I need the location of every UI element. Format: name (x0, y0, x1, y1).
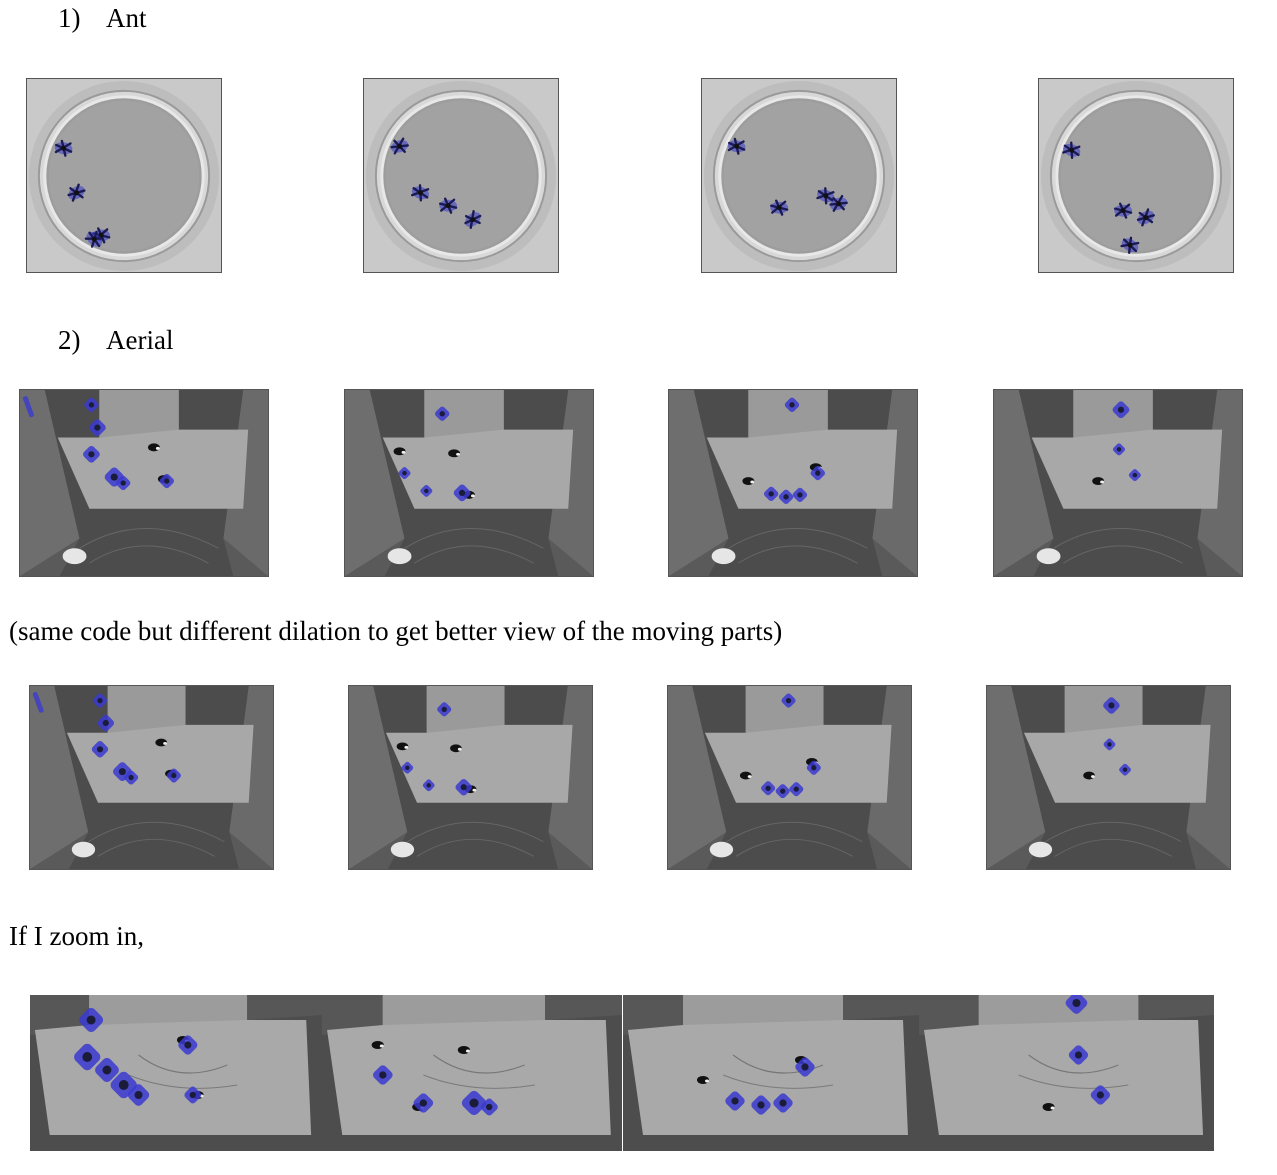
aerial-frame-1 (19, 389, 269, 577)
aerial-scene-image (30, 686, 273, 869)
ant-frame-3 (701, 78, 897, 273)
petri-dish-image (1039, 79, 1233, 272)
aerial-dilated-frame-3 (667, 685, 912, 870)
aerial-dilated-frame-4 (986, 685, 1231, 870)
section-2-title: Aerial (106, 325, 174, 355)
zoomed-frame-4 (919, 995, 1214, 1151)
aerial-frame-2 (344, 389, 594, 577)
zoomed-frame-1 (30, 995, 322, 1151)
ant-frame-4 (1038, 78, 1234, 273)
section-2-number: 2) (58, 325, 81, 355)
aerial-scene-image (349, 686, 592, 869)
zoom-note: If I zoom in, (9, 921, 144, 951)
aerial-frame-4 (993, 389, 1243, 577)
petri-dish-image (702, 79, 896, 272)
section-2-heading: 2) Aerial (58, 324, 173, 356)
zoomed-scene-image (623, 995, 919, 1151)
zoomed-scene-image (919, 995, 1214, 1151)
aerial-scene-image (20, 390, 268, 576)
zoomed-frame-3 (623, 995, 919, 1151)
aerial-scene-image (669, 390, 917, 576)
zoomed-scene-image (30, 995, 322, 1151)
petri-dish-image (364, 79, 558, 272)
section-1-heading: 1) Ant (58, 2, 147, 34)
petri-dish-image (27, 79, 221, 272)
aerial-scene-image (994, 390, 1242, 576)
aerial-dilated-frame-1 (29, 685, 274, 870)
aerial-frame-3 (668, 389, 918, 577)
ant-frame-1 (26, 78, 222, 273)
dilation-note: (same code but different dilation to get… (9, 616, 783, 646)
aerial-scene-image (987, 686, 1230, 869)
aerial-scene-image (345, 390, 593, 576)
aerial-scene-image (668, 686, 911, 869)
zoomed-frame-2 (322, 995, 622, 1151)
ant-frame-2 (363, 78, 559, 273)
section-1-title: Ant (106, 3, 147, 33)
section-1-number: 1) (58, 3, 81, 33)
zoomed-scene-image (322, 995, 622, 1151)
aerial-dilated-frame-2 (348, 685, 593, 870)
